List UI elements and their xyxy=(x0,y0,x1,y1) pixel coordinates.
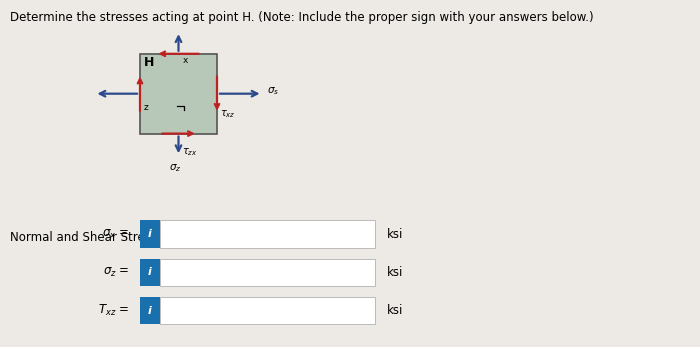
Text: i: i xyxy=(148,306,152,315)
Text: i: i xyxy=(148,268,152,277)
Bar xyxy=(140,54,217,134)
Bar xyxy=(160,259,374,286)
Text: $T_{xz}$ =: $T_{xz}$ = xyxy=(99,303,130,318)
Bar xyxy=(160,220,374,248)
Bar xyxy=(140,220,160,248)
Text: $\sigma_z$: $\sigma_z$ xyxy=(169,162,181,174)
Text: x: x xyxy=(182,56,188,65)
Text: $\tau_{xz}$: $\tau_{xz}$ xyxy=(220,108,235,120)
Text: $\sigma_x$ =: $\sigma_x$ = xyxy=(102,228,130,241)
Text: ksi: ksi xyxy=(387,266,403,279)
Text: $\sigma_z$ =: $\sigma_z$ = xyxy=(103,266,130,279)
Text: Determine the stresses acting at point H. (Note: Include the proper sign with yo: Determine the stresses acting at point H… xyxy=(10,11,594,24)
Text: ksi: ksi xyxy=(387,304,403,317)
Text: $\sigma_s$: $\sigma_s$ xyxy=(267,85,279,97)
Text: $\tau_{zx}$: $\tau_{zx}$ xyxy=(182,146,197,158)
Text: ksi: ksi xyxy=(387,228,403,241)
Text: i: i xyxy=(148,229,152,239)
Bar xyxy=(160,297,374,324)
Text: Normal and Shear Stresses at Point H.: Normal and Shear Stresses at Point H. xyxy=(10,231,235,244)
Text: H: H xyxy=(144,56,155,69)
Bar xyxy=(140,259,160,286)
Bar xyxy=(140,297,160,324)
Text: z: z xyxy=(144,103,148,112)
